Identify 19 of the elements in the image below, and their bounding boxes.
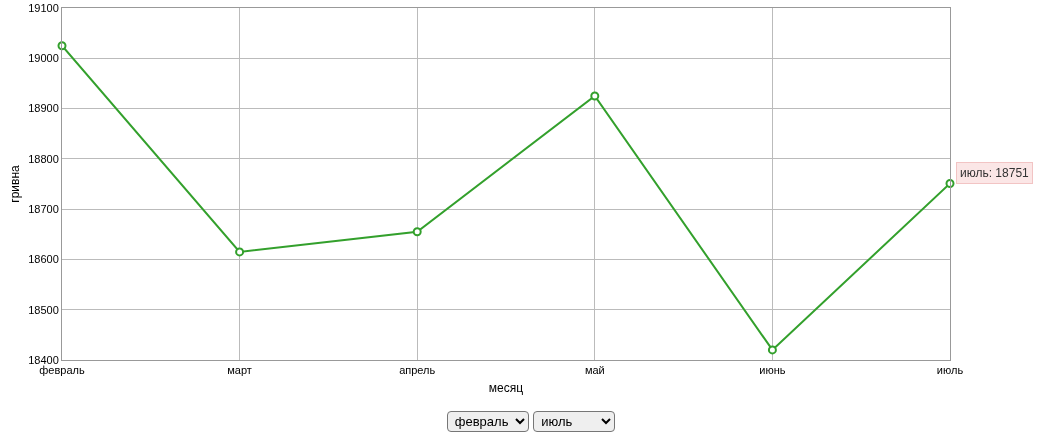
y-tick-label: 18900 [28, 102, 59, 115]
x-tick-label: июль [936, 364, 964, 377]
y-tick-label: 18400 [28, 353, 59, 366]
y-tick-label: 19100 [28, 1, 59, 14]
y-tick-label: 18600 [28, 253, 59, 266]
month-select: июль [533, 411, 616, 432]
month-select: февраль [446, 411, 529, 432]
y-axis-title: гривна [7, 164, 22, 203]
x-tick-label: май [584, 364, 605, 377]
x-tick-label: февраль [39, 364, 85, 377]
y-tick-label: 18800 [28, 152, 59, 165]
x-axis-title: месяц [488, 381, 524, 396]
y-tick-label: 19000 [28, 52, 59, 65]
x-tick-label: июнь [759, 364, 786, 377]
y-tick-label: 18700 [28, 202, 59, 215]
x-tick-label: март [227, 364, 252, 377]
annotation: июль: 18751 [960, 166, 1030, 180]
x-tick-label: апрель [399, 364, 436, 377]
y-tick-label: 18500 [28, 303, 59, 316]
